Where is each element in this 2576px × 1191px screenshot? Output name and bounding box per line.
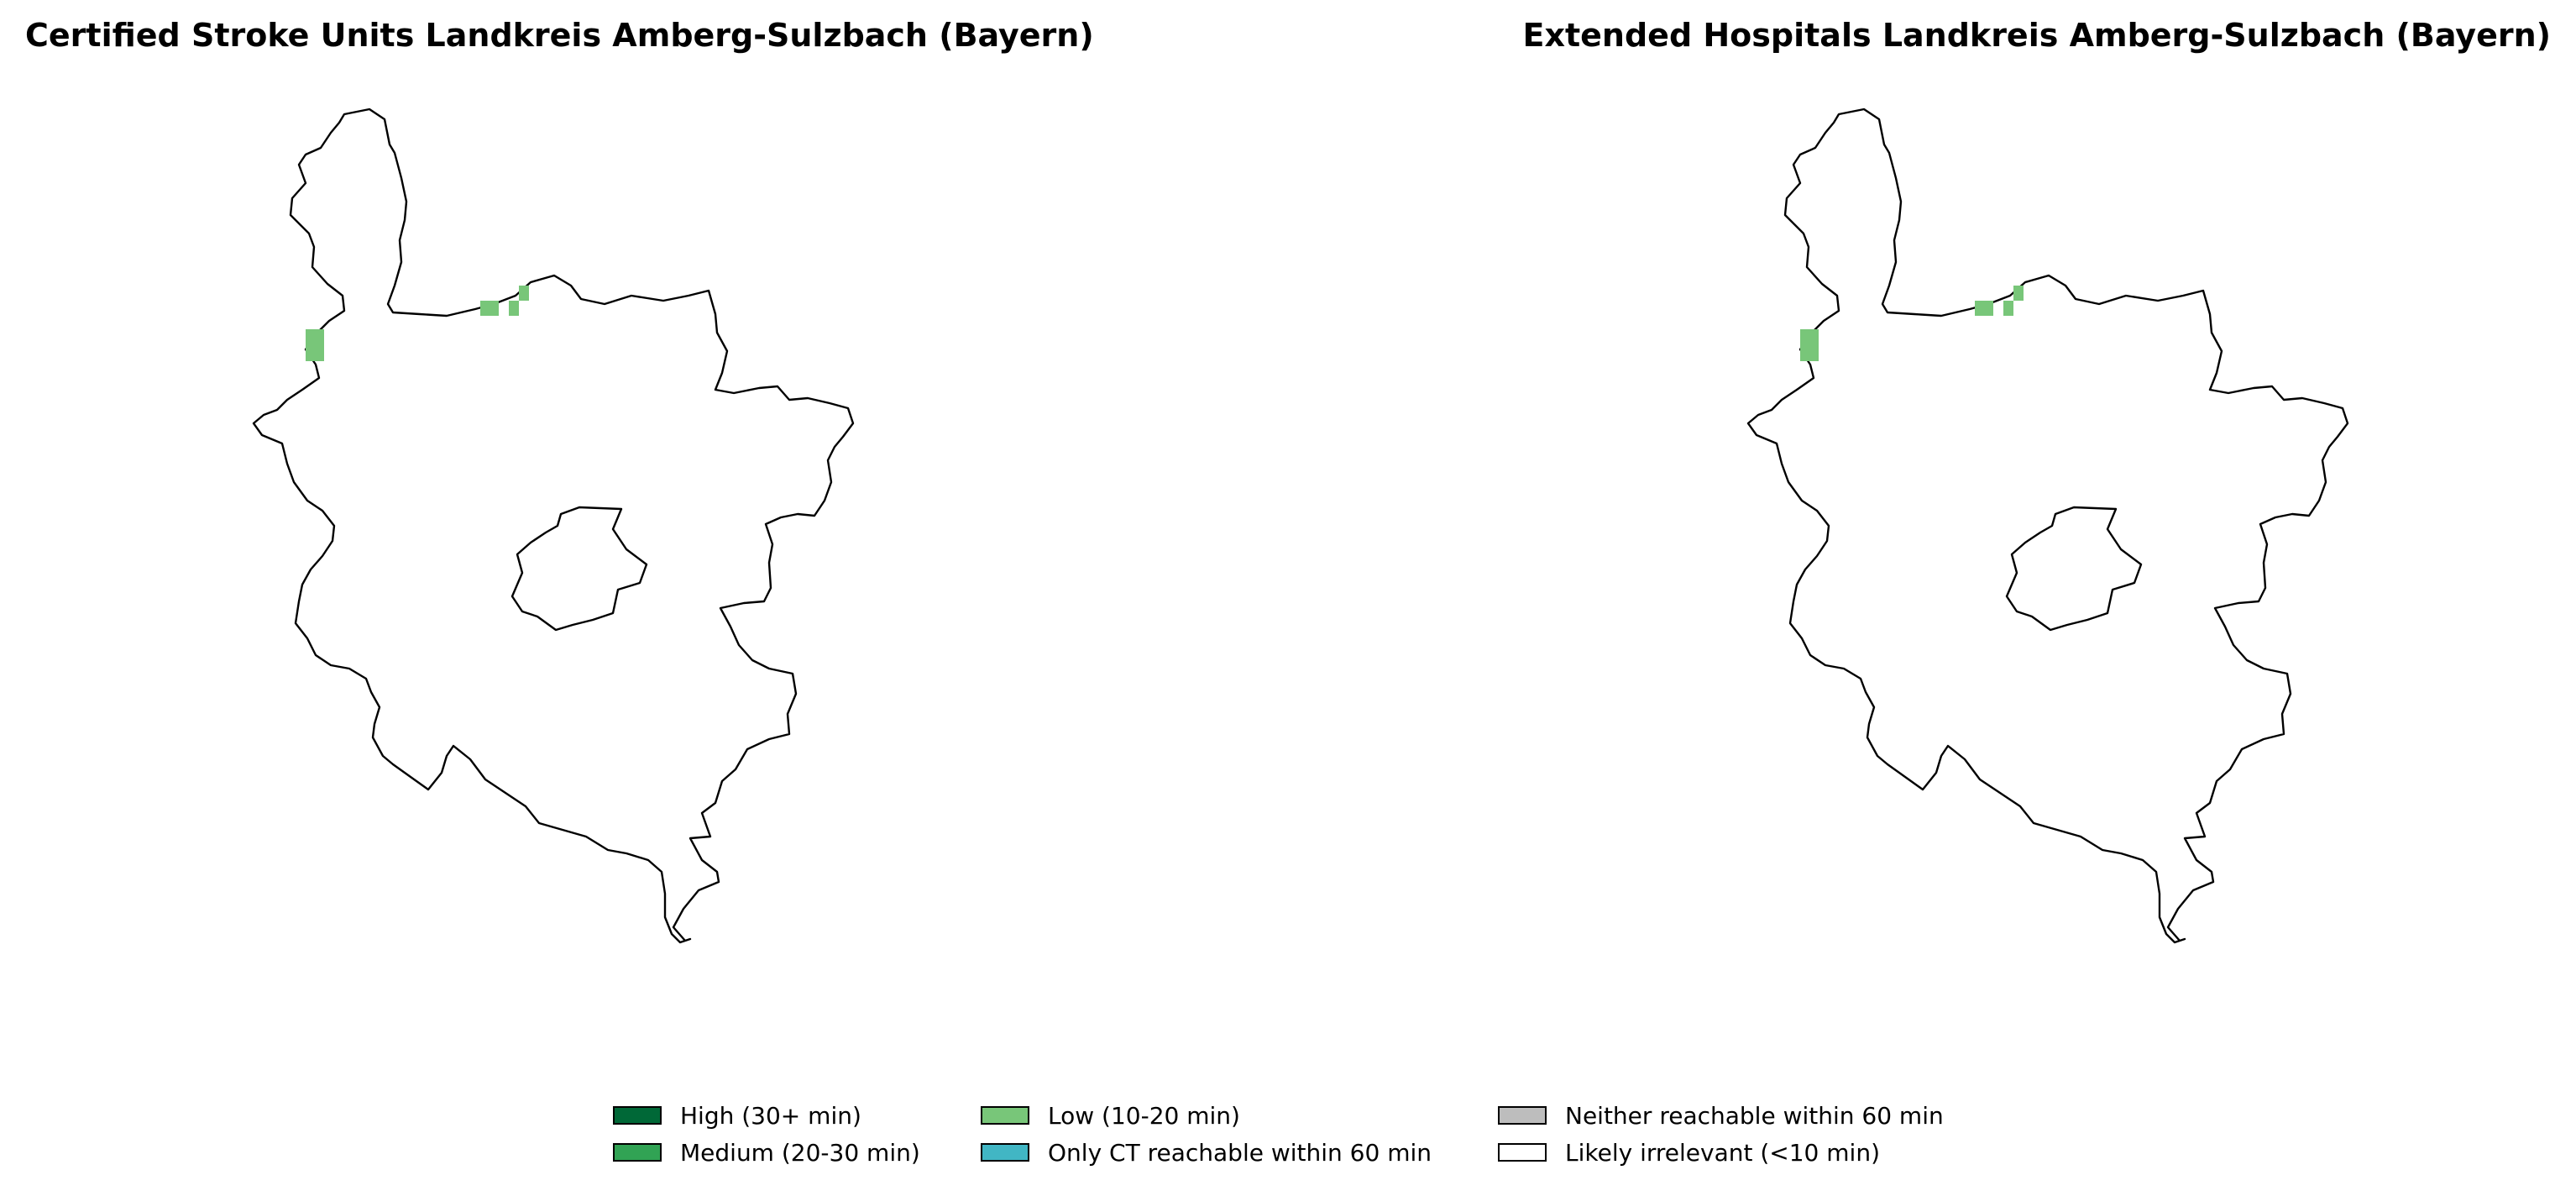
legend-item-irrelevant: Likely irrelevant (<10 min) [1498,1137,1880,1167]
legend-label-high: High (30+ min) [680,1101,861,1130]
map-legend: High (30+ min) Medium (20-30 min) Low (1… [613,1100,2040,1184]
coverage-cell-low [306,329,324,361]
district-boundary-outer [1746,108,2349,944]
legend-item-only-ct: Only CT reachable within 60 min [981,1137,1432,1167]
legend-label-low: Low (10-20 min) [1048,1101,1240,1130]
legend-label-neither: Neither reachable within 60 min [1565,1101,1944,1130]
legend-item-low: Low (10-20 min) [981,1100,1240,1131]
coverage-cell-low [1800,329,1819,361]
legend-swatch-high [613,1106,662,1125]
district-boundary-inner-hole [510,506,648,632]
legend-item-neither: Neither reachable within 60 min [1498,1100,1944,1131]
right-panel-title: Extended Hospitals Landkreis Amberg-Sulz… [1522,17,2551,54]
coverage-cell-low [519,286,529,301]
legend-swatch-only-ct [981,1143,1029,1162]
coverage-cell-low [509,301,519,316]
coverage-cell-low [2003,301,2013,316]
coverage-cell-low [2013,286,2024,301]
district-boundary-inner-hole [2005,506,2143,632]
legend-label-irrelevant: Likely irrelevant (<10 min) [1565,1138,1880,1167]
district-boundary-outer [252,108,855,944]
legend-label-only-ct: Only CT reachable within 60 min [1048,1138,1432,1167]
district-map [1746,108,2349,944]
legend-item-medium: Medium (20-30 min) [613,1137,920,1167]
legend-swatch-irrelevant [1498,1143,1547,1162]
low-coverage-cells [1800,286,2024,361]
legend-swatch-low [981,1106,1029,1125]
legend-item-high: High (30+ min) [613,1100,861,1131]
legend-swatch-neither [1498,1106,1547,1125]
coverage-cell-low [480,301,499,316]
low-coverage-cells [306,286,529,361]
legend-label-medium: Medium (20-30 min) [680,1138,920,1167]
map-extended-hospitals [1746,108,2349,944]
left-panel-title: Certified Stroke Units Landkreis Amberg-… [25,17,1094,54]
map-certified-stroke-units [252,108,855,944]
district-map [252,108,855,944]
legend-swatch-medium [613,1143,662,1162]
coverage-cell-low [1975,301,1993,316]
